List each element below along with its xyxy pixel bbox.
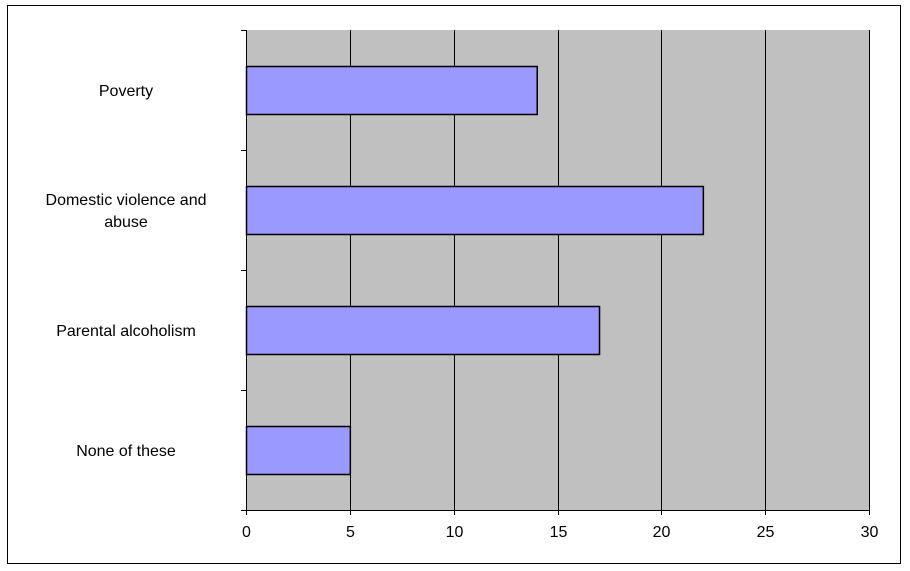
category-label: Poverty	[99, 83, 153, 100]
category-label: Domestic violence and abuse	[46, 192, 207, 231]
x-tick-label: 20	[653, 524, 671, 541]
x-tick-label: 5	[346, 524, 355, 541]
category-label-line: Parental alcoholism	[56, 323, 196, 340]
bar	[245, 65, 538, 116]
category-label-line: Domestic violence and	[46, 192, 207, 209]
bar	[245, 185, 705, 236]
x-tick-label: 15	[550, 524, 568, 541]
category-label-line: Poverty	[99, 83, 153, 100]
category-label-line: abuse	[104, 214, 148, 231]
category-label-line: None of these	[76, 443, 176, 460]
x-tick-label: 10	[446, 524, 464, 541]
x-tick-label: 30	[861, 524, 879, 541]
x-tick-label: 25	[757, 524, 775, 541]
category-label: None of these	[76, 443, 176, 460]
bar	[245, 425, 352, 476]
x-tick-label: 0	[242, 524, 251, 541]
bar	[245, 305, 601, 356]
category-label: Parental alcoholism	[56, 323, 196, 340]
